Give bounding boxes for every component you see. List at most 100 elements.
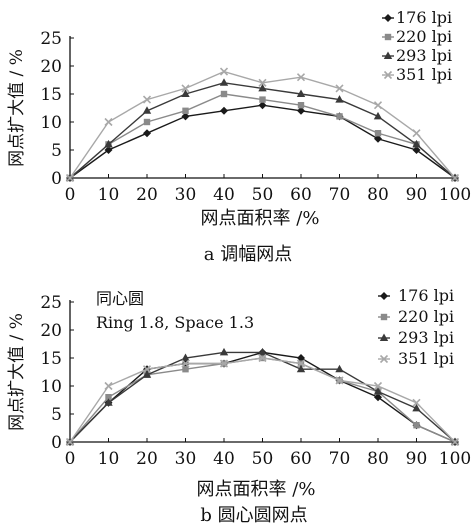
x-tick-label: 30 <box>175 449 197 469</box>
data-point-square <box>384 33 392 41</box>
data-point-cross <box>450 437 460 447</box>
legend-label: 351 lpi <box>398 349 454 368</box>
y-tick-label: 25 <box>40 29 62 49</box>
y-tick-label: 20 <box>40 321 62 341</box>
y-tick-label: 10 <box>40 113 62 133</box>
data-point-triangle <box>142 370 152 378</box>
x-tick-label: 80 <box>367 449 389 469</box>
data-point-diamond <box>412 146 421 154</box>
data-point-cross <box>181 84 190 93</box>
panel-caption: a 调幅网点 <box>204 244 292 265</box>
y-tick-label: 0 <box>51 169 62 189</box>
data-point-square <box>297 102 305 109</box>
data-point-cross <box>219 67 229 76</box>
data-point-square <box>413 422 420 429</box>
data-point-cross <box>335 376 344 385</box>
data-point-cross <box>104 117 113 127</box>
series-176-lpi <box>66 101 459 182</box>
data-point-triangle <box>104 139 113 148</box>
data-point-square <box>336 113 343 120</box>
data-point-square <box>182 107 189 114</box>
x-tick-label: 0 <box>65 185 76 205</box>
data-point-triangle <box>412 403 421 412</box>
data-point-diamond <box>104 146 113 154</box>
data-point-diamond <box>143 129 151 138</box>
data-point-triangle <box>104 398 113 406</box>
x-tick-label: 90 <box>406 449 428 469</box>
x-tick-label: 40 <box>213 185 235 205</box>
data-point-cross <box>412 398 421 407</box>
data-point-cross <box>258 78 267 87</box>
series-351-lpi <box>65 353 460 447</box>
x-tick-label: 40 <box>213 449 235 469</box>
data-point-square <box>220 90 228 98</box>
data-point-square <box>182 366 189 373</box>
data-point-diamond <box>384 14 392 22</box>
data-point-triangle <box>142 106 152 114</box>
data-point-square <box>374 130 382 137</box>
y-tick-label: 5 <box>51 405 62 425</box>
series-351-lpi <box>65 67 460 183</box>
data-point-cross <box>412 129 421 138</box>
legend-label: 176 lpi <box>396 8 452 27</box>
legend-label: 293 lpi <box>398 328 454 347</box>
data-point-cross <box>379 354 389 364</box>
x-tick-label: 20 <box>136 185 158 205</box>
data-point-diamond <box>297 106 305 115</box>
data-point-cross <box>104 381 113 391</box>
legend-label: 351 lpi <box>396 65 452 84</box>
data-point-square <box>380 313 388 321</box>
y-tick-label: 25 <box>40 293 62 313</box>
data-point-cross <box>296 359 306 368</box>
data-point-cross <box>258 353 267 363</box>
x-tick-label: 90 <box>406 185 428 205</box>
legend-label: 220 lpi <box>396 27 452 46</box>
x-tick-label: 10 <box>98 185 120 205</box>
data-point-diamond <box>374 134 382 143</box>
y-tick-label: 5 <box>51 141 62 161</box>
x-tick-label: 80 <box>367 185 389 205</box>
x-tick-label: 50 <box>252 449 274 469</box>
data-point-diamond <box>258 101 267 110</box>
series-220-lpi <box>66 354 459 446</box>
x-tick-label: 70 <box>329 449 351 469</box>
series-line <box>69 104 456 179</box>
data-point-cross <box>373 381 383 391</box>
chart-annotation: Ring 1.8, Space 1.3 <box>96 313 254 332</box>
y-tick-label: 20 <box>40 57 62 77</box>
data-point-diamond <box>297 354 305 362</box>
data-point-triangle <box>412 139 421 148</box>
data-point-triangle <box>383 51 393 59</box>
data-point-cross <box>65 173 75 183</box>
data-point-triangle <box>379 333 389 341</box>
x-tick-label: 60 <box>290 449 312 469</box>
data-point-cross <box>373 101 383 110</box>
data-point-triangle <box>296 89 306 97</box>
data-point-triangle <box>181 353 190 361</box>
data-point-cross <box>219 359 229 368</box>
panel-caption: b 圆心圆网点 <box>200 505 307 526</box>
data-point-diamond <box>374 393 382 402</box>
chart-panel-b: 0 10 20 30 40 50 60 70 80 90 100 0 5 10 15 20 25 176 lpi 2… <box>7 286 471 526</box>
data-point-triangle <box>296 364 306 373</box>
x-tick-label: 60 <box>290 185 312 205</box>
data-point-triangle <box>258 83 267 92</box>
x-tick-label: 0 <box>65 449 76 469</box>
data-point-cross <box>142 365 152 374</box>
x-tick-label: 20 <box>136 449 158 469</box>
x-tick-label: 10 <box>98 449 120 469</box>
y-axis-label: 网点扩大值 / % <box>7 49 27 167</box>
legend-label: 293 lpi <box>396 46 452 65</box>
data-point-cross <box>296 73 306 82</box>
data-point-diamond <box>220 106 228 115</box>
data-point-triangle <box>219 347 229 356</box>
data-point-triangle <box>335 95 344 103</box>
data-point-square <box>259 96 266 103</box>
legend-label: 220 lpi <box>398 307 454 326</box>
y-tick-label: 0 <box>51 433 62 453</box>
x-tick-label: 70 <box>329 185 351 205</box>
data-point-triangle <box>258 347 267 356</box>
chart-annotation: 同心圆 <box>96 289 144 308</box>
